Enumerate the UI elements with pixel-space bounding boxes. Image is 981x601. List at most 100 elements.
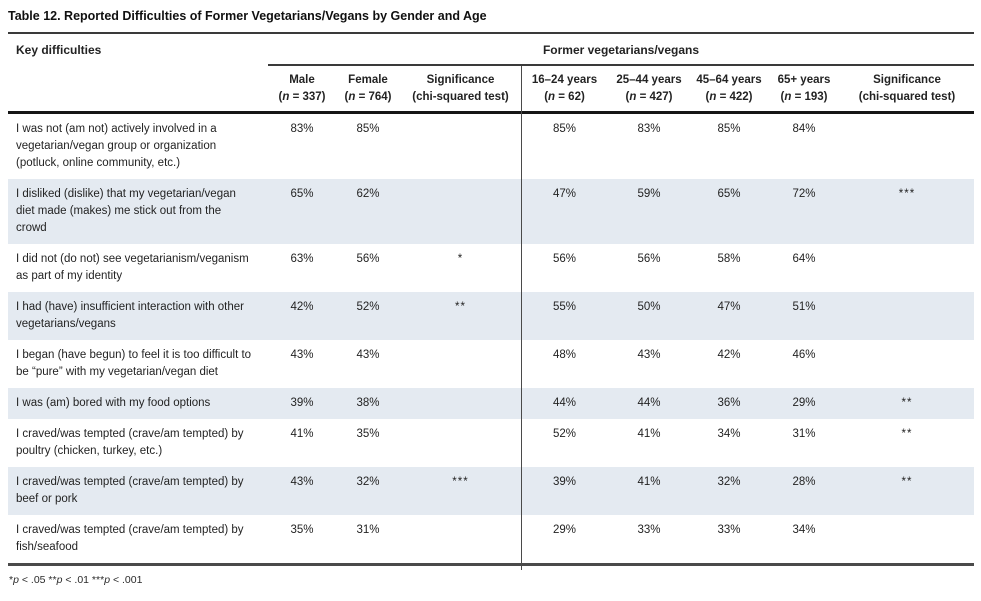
table-row: I craved/was tempted (crave/am tempted) … <box>8 419 974 467</box>
table-row: I had (have) insufficient interaction wi… <box>8 292 974 340</box>
significance-cell <box>400 340 521 388</box>
gender-age-section-divider <box>521 66 522 570</box>
column-header-n: (chi-squared test) <box>858 91 956 103</box>
value-cell: 38% <box>356 397 380 409</box>
value-cell: 39% <box>290 397 314 409</box>
difficulty-label: I was not (am not) actively involved in … <box>16 123 217 169</box>
column-header-n: (n = 427) <box>625 91 673 103</box>
significance-cell: * <box>457 253 464 265</box>
significance-cell: ** <box>901 397 913 409</box>
significance-cell: ** <box>901 428 913 440</box>
value-cell: 42% <box>290 301 314 313</box>
value-cell: 34% <box>792 524 816 536</box>
significance-cell <box>840 340 974 388</box>
column-header-significance-age: Significance (chi-squared test) <box>840 66 974 111</box>
significance-cell: *** <box>452 476 469 488</box>
table-body: I was not (am not) actively involved in … <box>8 114 974 566</box>
value-cell: 62% <box>356 188 380 200</box>
value-cell: 50% <box>637 301 661 313</box>
significance-cell <box>400 114 521 179</box>
significance-cell <box>840 515 974 563</box>
key-difficulties-header: Key difficulties <box>16 43 102 57</box>
significance-cell <box>400 515 521 563</box>
difficulty-label: I craved/was tempted (crave/am tempted) … <box>16 428 244 457</box>
value-cell: 63% <box>290 253 314 265</box>
column-header-16-24-years: 16–24 years (n = 62) <box>521 66 608 111</box>
significance-cell <box>400 419 521 467</box>
column-header-n: (n = 764) <box>344 91 392 103</box>
column-header-25-44-years: 25–44 years (n = 427) <box>608 66 690 111</box>
value-cell: 43% <box>356 349 380 361</box>
column-header-label: Female <box>348 74 388 86</box>
value-cell: 29% <box>792 397 816 409</box>
value-cell: 55% <box>552 301 577 313</box>
value-cell: 31% <box>792 428 816 440</box>
column-header-label: Significance <box>426 74 495 86</box>
value-cell: 48% <box>552 349 577 361</box>
significance-cell: *** <box>898 188 916 200</box>
value-cell: 32% <box>717 476 741 488</box>
value-cell: 65% <box>717 188 741 200</box>
value-cell: 51% <box>792 301 816 313</box>
value-cell: 39% <box>552 476 577 488</box>
column-header-label: 65+ years <box>777 74 831 86</box>
significance-cell <box>400 179 521 244</box>
difficulty-label: I had (have) insufficient interaction wi… <box>16 301 244 330</box>
value-cell: 36% <box>717 397 741 409</box>
value-cell: 43% <box>637 349 661 361</box>
value-cell: 65% <box>290 188 314 200</box>
difficulty-label: I craved/was tempted (crave/am tempted) … <box>16 476 244 505</box>
column-header-female: Female (n = 764) <box>336 66 400 111</box>
column-header-65-plus-years: 65+ years (n = 193) <box>768 66 840 111</box>
value-cell: 41% <box>637 476 661 488</box>
column-header-label: 16–24 years <box>531 74 598 86</box>
column-header-label: Significance <box>873 74 941 86</box>
column-header-45-64-years: 45–64 years (n = 422) <box>690 66 768 111</box>
value-cell: 83% <box>290 123 314 135</box>
difficulty-label: I began (have begun) to feel it is too d… <box>16 349 252 378</box>
table-row: I was (am) bored with my food options 39%… <box>8 388 974 419</box>
significance-cell <box>840 244 974 292</box>
value-cell: 64% <box>792 253 816 265</box>
column-header-n: (n = 337) <box>278 91 326 103</box>
table-row: I was not (am not) actively involved in … <box>8 114 974 179</box>
value-cell: 32% <box>356 476 380 488</box>
table-title: Table 12. Reported Difficulties of Forme… <box>8 9 487 23</box>
significance-footnote: *p < .05 **p < .01 ***p < .001 <box>9 574 143 586</box>
value-cell: 43% <box>290 349 314 361</box>
value-cell: 42% <box>717 349 741 361</box>
value-cell: 41% <box>637 428 661 440</box>
value-cell: 56% <box>637 253 661 265</box>
value-cell: 52% <box>552 428 577 440</box>
column-header-male: Male (n = 337) <box>268 66 336 111</box>
value-cell: 72% <box>792 188 816 200</box>
group-header: Former vegetarians/vegans <box>268 34 974 66</box>
value-cell: 34% <box>717 428 741 440</box>
value-cell: 52% <box>356 301 380 313</box>
value-cell: 44% <box>637 397 661 409</box>
value-cell: 33% <box>717 524 741 536</box>
table-row: I disliked (dislike) that my vegetarian/… <box>8 179 974 244</box>
significance-cell <box>840 114 974 179</box>
value-cell: 84% <box>792 123 816 135</box>
column-header-n: (n = 422) <box>705 91 753 103</box>
value-cell: 59% <box>637 188 661 200</box>
table-row: I craved/was tempted (crave/am tempted) … <box>8 467 974 515</box>
value-cell: 85% <box>552 123 577 135</box>
difficulty-label: I was (am) bored with my food options <box>16 397 211 409</box>
value-cell: 29% <box>552 524 577 536</box>
value-cell: 44% <box>552 397 577 409</box>
difficulty-label: I did not (do not) see vegetarianism/veg… <box>16 253 249 282</box>
column-header-n: (chi-squared test) <box>412 91 509 103</box>
table-row: I craved/was tempted (crave/am tempted) … <box>8 515 974 563</box>
value-cell: 47% <box>717 301 741 313</box>
column-header-label: Male <box>289 74 315 86</box>
value-cell: 85% <box>356 123 380 135</box>
value-cell: 41% <box>290 428 314 440</box>
value-cell: 58% <box>717 253 741 265</box>
significance-cell: ** <box>901 476 913 488</box>
value-cell: 46% <box>792 349 816 361</box>
difficulties-table: Key difficulties Former vegetarians/vega… <box>8 32 974 570</box>
value-cell: 35% <box>356 428 380 440</box>
